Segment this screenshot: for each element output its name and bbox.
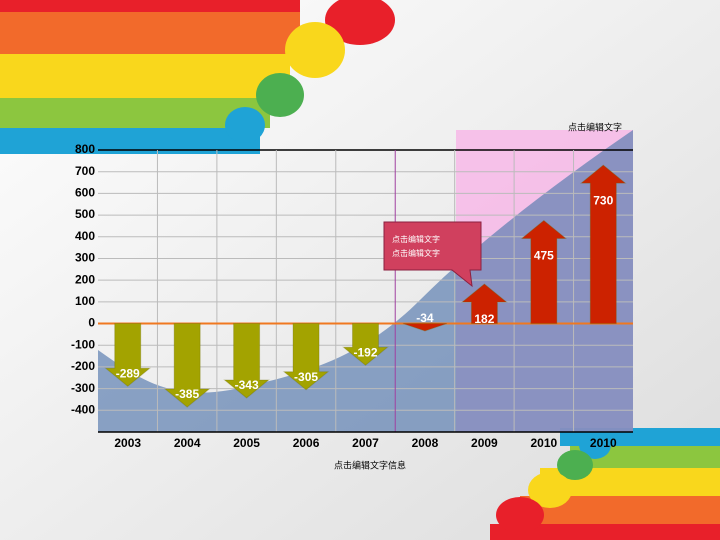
arrow-bar xyxy=(402,323,448,332)
value-label: -289 xyxy=(116,366,140,380)
x-tick-label: 2008 xyxy=(412,436,439,450)
value-label: 730 xyxy=(593,193,613,207)
y-tick-label: 300 xyxy=(75,251,95,265)
value-label: 475 xyxy=(534,249,554,263)
x-tick-label: 2003 xyxy=(114,436,141,450)
callout: 点击编辑文字 点击编辑文字 xyxy=(383,221,482,288)
value-label: 182 xyxy=(474,312,494,326)
y-tick-label: 200 xyxy=(75,272,95,286)
y-tick-label: 100 xyxy=(75,294,95,308)
y-tick-label: 400 xyxy=(75,229,95,243)
x-tick-label: 2009 xyxy=(471,436,498,450)
ribbon-top xyxy=(0,0,395,154)
annotation: 点击编辑文字 xyxy=(392,234,440,244)
y-tick-label: 800 xyxy=(75,142,95,156)
arrow-bar xyxy=(520,219,568,325)
y-tick-label: -100 xyxy=(71,337,95,351)
x-tick-label: 2006 xyxy=(293,436,320,450)
plot: -400 -300 -200 -100 0 100 200 300 400 500 600 700 80… xyxy=(71,142,633,450)
y-tick-label: -400 xyxy=(71,402,95,416)
arrow-bar xyxy=(460,283,508,325)
x-axis-label: 点击编辑文字信息 xyxy=(334,459,406,470)
value-label: -34 xyxy=(416,311,434,325)
y-tick-label: -200 xyxy=(71,359,95,373)
arrow-bar xyxy=(104,323,152,387)
ribbon-bottom xyxy=(490,428,720,540)
x-tick-label: 2010 xyxy=(590,436,617,450)
value-label: -343 xyxy=(235,378,259,392)
y-tick-label: 0 xyxy=(88,316,95,330)
x-tick-label: 2007 xyxy=(352,436,379,450)
annotation: 点击编辑文字 xyxy=(392,248,440,258)
y-tick-label: -300 xyxy=(71,381,95,395)
y-tick-label: 600 xyxy=(75,186,95,200)
arrow-bar xyxy=(223,323,271,399)
value-label: -305 xyxy=(294,370,318,384)
trend-area xyxy=(98,130,633,432)
x-tick-label: 2005 xyxy=(233,436,260,450)
x-tick-label: 2004 xyxy=(174,436,201,450)
arrow-bar xyxy=(579,164,627,325)
x-tick-label: 2010 xyxy=(530,436,557,450)
arrow-bar xyxy=(163,323,211,408)
y-tick-label: 700 xyxy=(75,164,95,178)
value-label: -385 xyxy=(175,387,199,401)
arrow-bar xyxy=(342,323,389,366)
value-label: -192 xyxy=(353,345,377,359)
subtitle: 点击编辑文字 xyxy=(568,121,622,132)
y-tick-label: 500 xyxy=(75,207,95,221)
arrow-bar xyxy=(282,323,330,391)
